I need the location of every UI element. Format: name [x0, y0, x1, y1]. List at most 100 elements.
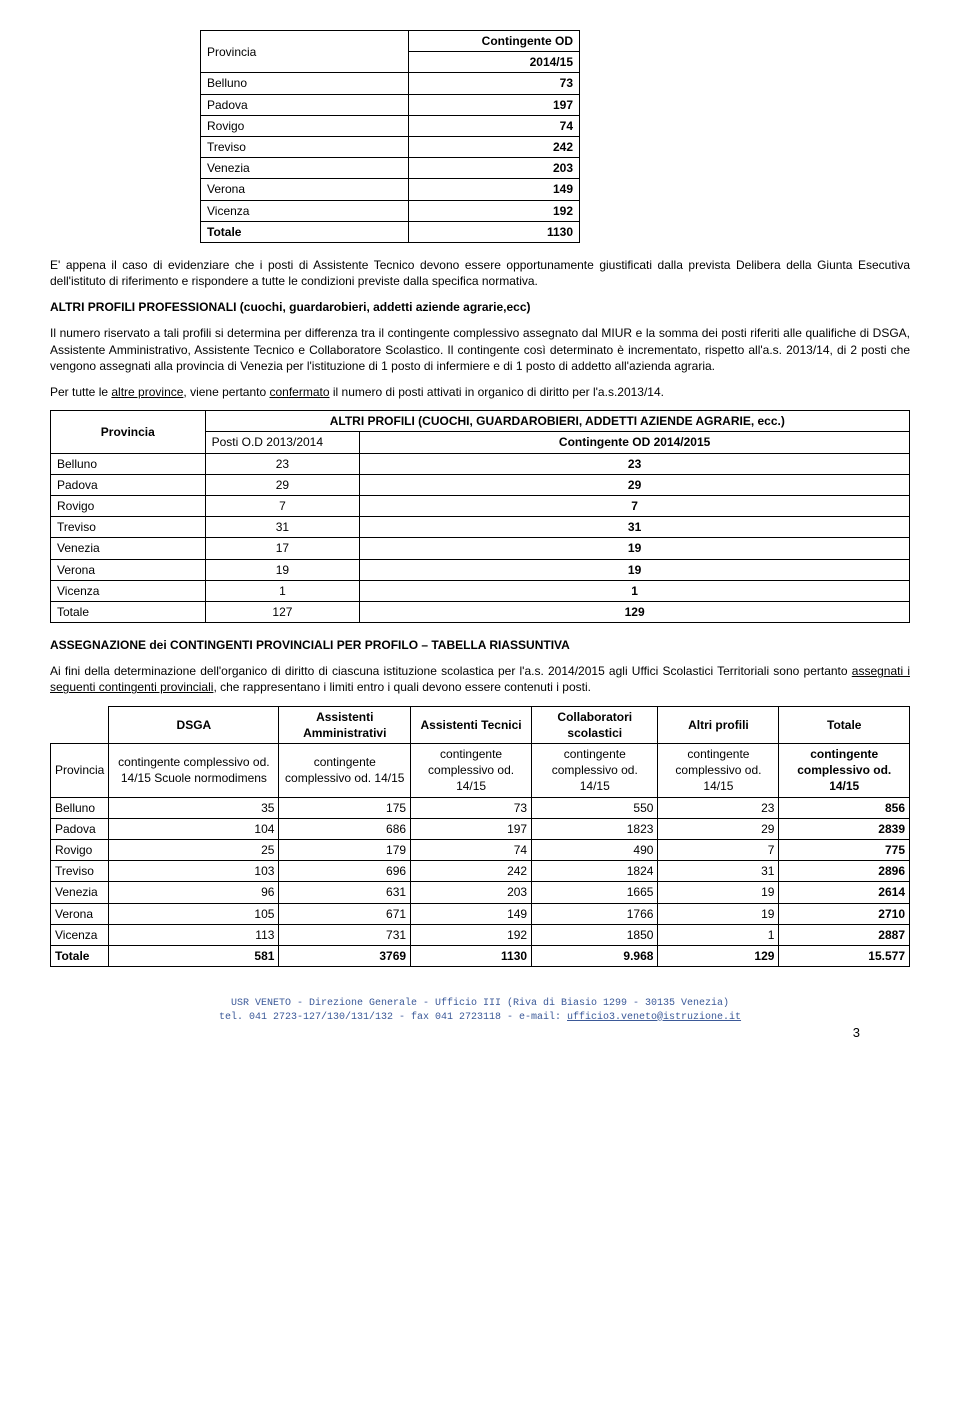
- table-row-prov: Verona: [51, 559, 206, 580]
- contingente-od-table: Provincia Contingente OD 2014/15 Belluno…: [200, 30, 580, 243]
- table-row-prov: Belluno: [201, 73, 409, 94]
- table-row-prov: Padova: [51, 474, 206, 495]
- footer-line2a: tel. 041 2723-127/130/131/132 - fax 041 …: [219, 1012, 567, 1023]
- t3-h-altri: Altri profili: [658, 706, 779, 743]
- t3-h-amm: Assistenti Amministrativi: [279, 706, 411, 743]
- table-row-val: 1850: [532, 924, 658, 945]
- table-row-prov: Verona: [201, 179, 409, 200]
- table-row-prov: Venezia: [51, 538, 206, 559]
- para3-part-b: , viene pertanto: [183, 385, 269, 399]
- footer-email-link[interactable]: ufficio3.veneto@istruzione.it: [567, 1012, 741, 1023]
- table-row-val: 23: [360, 453, 910, 474]
- table-row-val: 550: [532, 797, 658, 818]
- t1-header-contingente: Contingente OD: [409, 31, 580, 52]
- page-number: 3: [853, 1024, 860, 1042]
- table-row-val: 9.968: [532, 945, 658, 966]
- paragraph-numero-riservato: Il numero riservato a tali profili si de…: [50, 325, 910, 374]
- table-row-val: 19: [360, 559, 910, 580]
- t2-sub-posti: Posti O.D 2013/2014: [205, 432, 360, 453]
- table-row-prov: Totale: [51, 945, 109, 966]
- table-row-val: 1: [205, 580, 360, 601]
- table-row-val: 1: [658, 924, 779, 945]
- page-footer: USR VENETO - Direzione Generale - Uffici…: [50, 997, 910, 1024]
- table-row-prov: Treviso: [51, 861, 109, 882]
- t1-header-provincia: Provincia: [201, 31, 409, 73]
- table-row-val: 31: [205, 517, 360, 538]
- t3-h-dsga: DSGA: [109, 706, 279, 743]
- table-row-val: 242: [409, 136, 580, 157]
- footer-line1: USR VENETO - Direzione Generale - Uffici…: [231, 998, 729, 1009]
- table-row-val: 149: [409, 179, 580, 200]
- para3-part-a: Per tutte le: [50, 385, 111, 399]
- table-row-val: 96: [109, 882, 279, 903]
- table-row-val: 1130: [409, 221, 580, 242]
- table-row-prov: Padova: [201, 94, 409, 115]
- table-row-val: 23: [205, 453, 360, 474]
- table-row-val: 2839: [779, 818, 910, 839]
- table-row-prov: Belluno: [51, 797, 109, 818]
- table-row-prov: Venezia: [51, 882, 109, 903]
- table-row-val: 31: [360, 517, 910, 538]
- table-row-val: 74: [409, 115, 580, 136]
- t3-sub2: contingente complessivo od. 14/15: [279, 744, 411, 798]
- table-row-prov: Vicenza: [51, 580, 206, 601]
- t3-h-totale: Totale: [779, 706, 910, 743]
- table-row-val: 192: [409, 200, 580, 221]
- t2-sub-contingente: Contingente OD 2014/2015: [360, 432, 910, 453]
- table-row-val: 19: [658, 882, 779, 903]
- t3-sub1: contingente complessivo od. 14/15 Scuole…: [109, 744, 279, 798]
- table-row-prov: Vicenza: [201, 200, 409, 221]
- para3-part-c: il numero di posti attivati in organico …: [330, 385, 664, 399]
- table-row-val: 581: [109, 945, 279, 966]
- table-row-prov: Treviso: [201, 136, 409, 157]
- table-row-prov: Rovigo: [51, 839, 109, 860]
- table-row-val: 105: [109, 903, 279, 924]
- table-row-val: 113: [109, 924, 279, 945]
- table-row-val: 15.577: [779, 945, 910, 966]
- table-row-prov: Verona: [51, 903, 109, 924]
- table-row-val: 19: [658, 903, 779, 924]
- table-row-val: 1130: [411, 945, 532, 966]
- table-row-prov: Vicenza: [51, 924, 109, 945]
- table-row-val: 35: [109, 797, 279, 818]
- table-row-val: 1766: [532, 903, 658, 924]
- table-row-val: 2887: [779, 924, 910, 945]
- para4-part-a: Ai fini della determinazione dell'organi…: [50, 664, 852, 678]
- table-row-val: 856: [779, 797, 910, 818]
- table-row-val: 631: [279, 882, 411, 903]
- table-row-val: 671: [279, 903, 411, 924]
- table-row-prov: Rovigo: [51, 495, 206, 516]
- table-row-val: 7: [205, 495, 360, 516]
- table-row-prov: Rovigo: [201, 115, 409, 136]
- table-row-val: 3769: [279, 945, 411, 966]
- t3-sub6: contingente complessivo od. 14/15: [779, 744, 910, 798]
- heading-assegnazione: ASSEGNAZIONE dei CONTINGENTI PROVINCIALI…: [50, 637, 910, 653]
- table-row-val: 19: [360, 538, 910, 559]
- para4-part-b: , che rappresentano i limiti entro i qua…: [213, 680, 591, 694]
- table-row-val: 23: [658, 797, 779, 818]
- table-row-val: 696: [279, 861, 411, 882]
- table-row-prov: Totale: [201, 221, 409, 242]
- riassuntiva-table: DSGA Assistenti Amministrativi Assistent…: [50, 706, 910, 967]
- table-row-val: 73: [409, 73, 580, 94]
- table-row-prov: Treviso: [51, 517, 206, 538]
- table-row-val: 104: [109, 818, 279, 839]
- table-row-val: 29: [360, 474, 910, 495]
- table-row-val: 17: [205, 538, 360, 559]
- t2-header-title: ALTRI PROFILI (CUOCHI, GUARDAROBIERI, AD…: [205, 411, 909, 432]
- table-row-val: 73: [411, 797, 532, 818]
- para3-underline-2: confermato: [269, 385, 329, 399]
- paragraph-assegnazione: Ai fini della determinazione dell'organi…: [50, 663, 910, 695]
- paragraph-altre-province: Per tutte le altre province, viene perta…: [50, 384, 910, 400]
- table-row-val: 129: [360, 601, 910, 622]
- table-row-val: 1823: [532, 818, 658, 839]
- table-row-val: 490: [532, 839, 658, 860]
- table-row-val: 149: [411, 903, 532, 924]
- table-row-val: 2614: [779, 882, 910, 903]
- table-row-val: 19: [205, 559, 360, 580]
- t3-sub3: contingente complessivo od. 14/15: [411, 744, 532, 798]
- altri-profili-table: Provincia ALTRI PROFILI (CUOCHI, GUARDAR…: [50, 410, 910, 623]
- t3-sub-provincia: Provincia: [51, 744, 109, 798]
- t3-h-tec: Assistenti Tecnici: [411, 706, 532, 743]
- t1-header-year: 2014/15: [409, 52, 580, 73]
